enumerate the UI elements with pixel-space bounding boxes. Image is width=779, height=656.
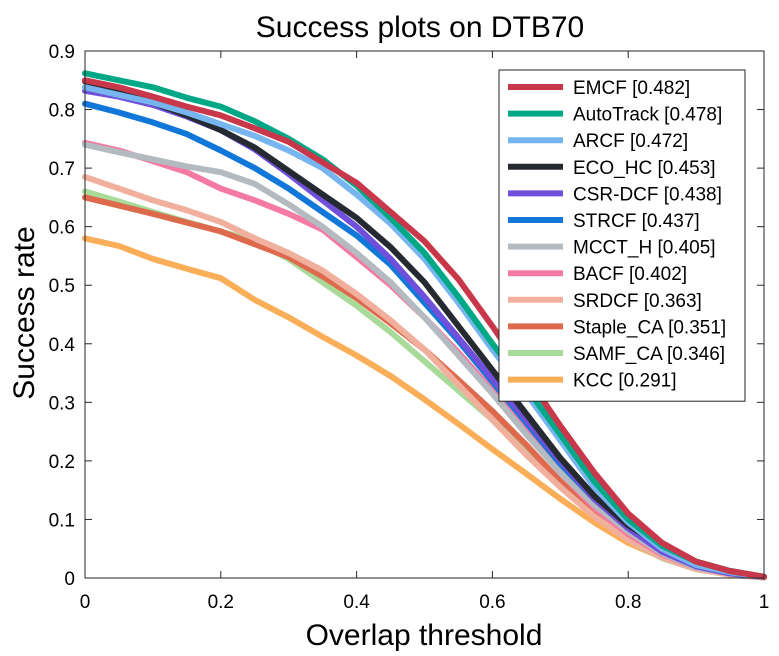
legend-entry: ARCF [0.472] bbox=[573, 131, 688, 152]
legend-entry: KCC [0.291] bbox=[573, 371, 677, 392]
plot-area bbox=[82, 50, 767, 581]
y-tick-label: 0.6 bbox=[49, 218, 75, 239]
y-tick-label: 0.7 bbox=[49, 159, 75, 180]
axes-box bbox=[84, 50, 765, 579]
legend-entry: MCCT_H [0.405] bbox=[573, 238, 716, 259]
y-tick-label: 0.2 bbox=[49, 452, 75, 473]
y-tick-label: 0.5 bbox=[49, 276, 75, 297]
x-axis-label: Overlap threshold bbox=[306, 619, 543, 652]
chart-title: Success plots on DTB70 bbox=[256, 11, 585, 44]
x-tick-label: 0.6 bbox=[479, 592, 505, 613]
legend-entry: STRCF [0.437] bbox=[573, 211, 700, 232]
x-tick-label: 0.2 bbox=[208, 592, 234, 613]
series-line bbox=[82, 77, 767, 580]
x-tick-label: 0.8 bbox=[615, 592, 641, 613]
x-tick-label: 0.4 bbox=[343, 592, 370, 613]
legend-entry: Staple_CA [0.351] bbox=[573, 317, 726, 338]
legend-entry: BACF [0.402] bbox=[573, 264, 687, 285]
series-line bbox=[82, 173, 767, 581]
y-tick-label: 0.8 bbox=[49, 101, 75, 122]
x-tick-label: 1 bbox=[759, 592, 770, 613]
y-tick-label: 0.4 bbox=[49, 335, 76, 356]
legend-entry: AutoTrack [0.478] bbox=[573, 105, 722, 126]
legend-entry: ECO_HC [0.453] bbox=[573, 158, 716, 179]
y-tick-label: 0.1 bbox=[49, 510, 75, 531]
y-axis-label: Success rate bbox=[8, 226, 41, 399]
x-tick-label: 0 bbox=[80, 592, 91, 613]
legend-entry: SAMF_CA [0.346] bbox=[573, 344, 725, 365]
legend-entry: EMCF [0.482] bbox=[573, 78, 690, 99]
y-tick-label: 0.3 bbox=[49, 393, 75, 414]
x-axis: 0 0.2 0.4 0.6 0.8 1 bbox=[80, 51, 770, 613]
y-tick-label: 0 bbox=[64, 569, 75, 590]
legend-entry: CSR-DCF [0.438] bbox=[573, 184, 722, 205]
legend: EMCF [0.482] AutoTrack [0.478] ARCF [0.472… bbox=[498, 69, 746, 402]
y-axis: 0 0.1 0.2 0.3 0.4 0.5 0.6 0.7 0.8 0.9 bbox=[49, 42, 764, 590]
legend-entry: SRDCF [0.363] bbox=[573, 291, 702, 312]
legend-box bbox=[498, 69, 746, 402]
y-tick-label: 0.9 bbox=[49, 42, 75, 63]
